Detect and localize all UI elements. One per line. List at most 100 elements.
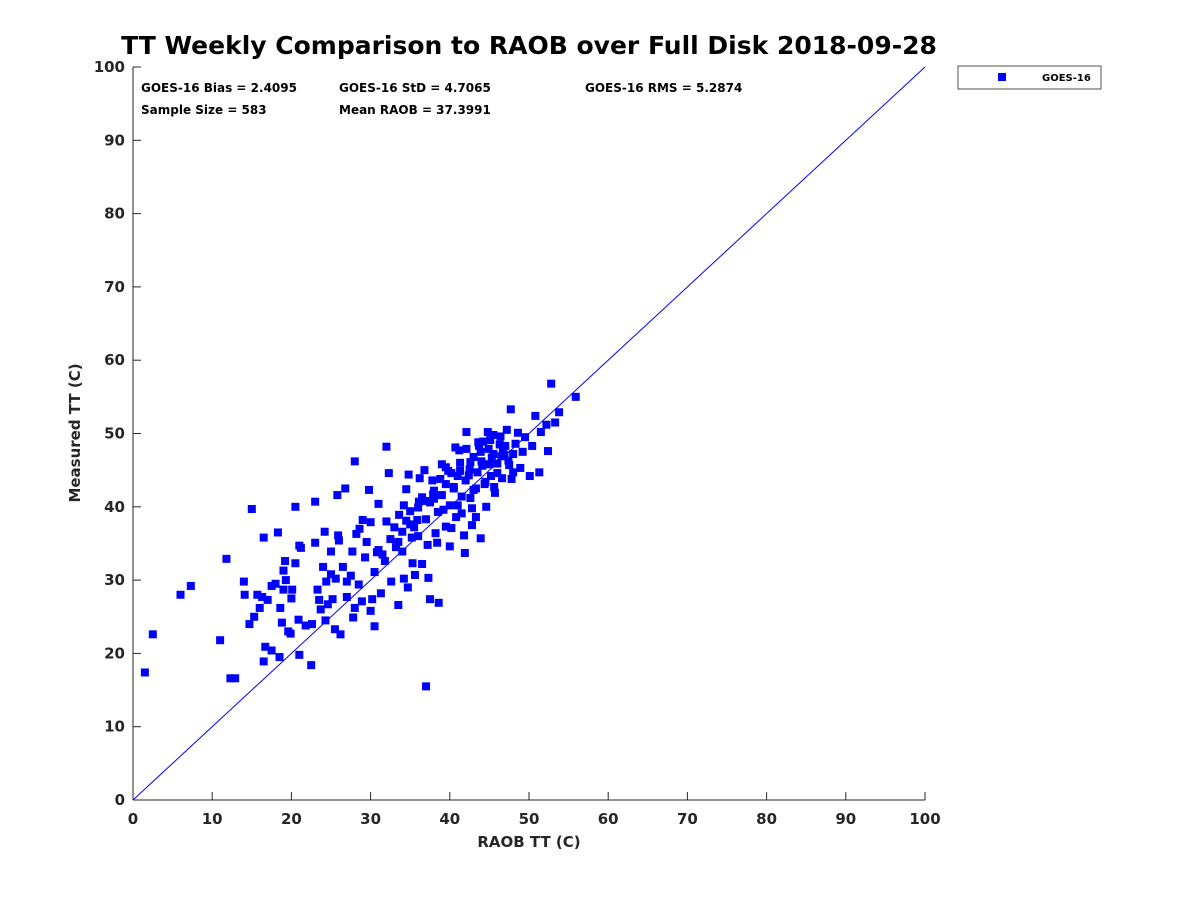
- x-tick-label: 50: [519, 810, 540, 828]
- data-point: [497, 452, 506, 461]
- data-point: [414, 503, 423, 512]
- data-point: [261, 642, 270, 651]
- data-point: [421, 496, 430, 505]
- legend-label-goes-16: GOES-16: [1042, 73, 1091, 84]
- data-point: [513, 428, 522, 437]
- data-point: [258, 592, 267, 601]
- data-point: [422, 682, 431, 691]
- data-point: [273, 528, 282, 537]
- data-point: [410, 523, 419, 532]
- data-point: [486, 436, 495, 445]
- data-point: [148, 630, 157, 639]
- data-point: [311, 538, 320, 547]
- plot-area: 0 10 20 30 40 50 60 70 80 90 100 0 10 20 30 40 50 60 70 80 9…: [94, 58, 941, 828]
- data-point: [490, 483, 499, 492]
- data-point: [453, 501, 462, 510]
- data-point: [456, 458, 465, 467]
- data-point: [365, 485, 374, 494]
- data-point: [505, 461, 514, 470]
- data-point: [402, 485, 411, 494]
- data-point: [509, 450, 518, 459]
- data-point: [336, 630, 345, 639]
- data-point: [313, 585, 322, 594]
- data-point: [307, 620, 316, 629]
- data-point: [445, 542, 454, 551]
- data-point: [493, 469, 502, 478]
- data-point: [301, 621, 310, 630]
- data-point: [482, 502, 491, 511]
- data-point: [414, 532, 423, 541]
- data-point: [413, 515, 422, 524]
- data-point: [295, 650, 304, 659]
- data-point: [349, 613, 358, 622]
- data-point: [341, 484, 350, 493]
- data-point: [380, 557, 389, 566]
- x-tick-label: 90: [835, 810, 856, 828]
- data-point: [395, 510, 404, 519]
- data-point: [346, 571, 355, 580]
- data-point: [414, 497, 423, 506]
- x-axis-label: RAOB TT (C): [477, 833, 580, 851]
- data-point: [481, 477, 490, 486]
- data-point: [386, 535, 395, 544]
- data-point: [484, 444, 493, 453]
- data-point: [433, 538, 442, 547]
- data-point: [516, 463, 525, 472]
- data-point: [426, 595, 434, 604]
- data-point: [436, 474, 445, 483]
- data-point: [382, 517, 391, 526]
- data-point: [469, 485, 478, 494]
- data-point: [475, 441, 484, 450]
- data-point: [571, 392, 580, 401]
- data-point: [404, 470, 413, 479]
- data-point: [462, 428, 471, 437]
- x-tick-label: 0: [128, 810, 138, 828]
- data-point: [311, 497, 320, 506]
- y-tick-label: 60: [104, 351, 125, 369]
- data-point: [457, 509, 466, 518]
- data-point: [240, 590, 249, 599]
- data-point: [555, 408, 564, 417]
- data-point: [338, 562, 347, 571]
- data-point: [323, 600, 332, 609]
- data-point: [352, 529, 361, 538]
- data-point: [415, 474, 424, 483]
- data-point: [399, 501, 408, 510]
- data-point: [330, 625, 339, 634]
- data-point: [476, 534, 485, 543]
- data-point: [434, 598, 443, 607]
- data-point: [428, 476, 437, 485]
- data-point: [398, 547, 407, 556]
- data-point: [296, 543, 305, 552]
- data-point: [486, 472, 495, 481]
- data-point: [348, 547, 357, 556]
- data-point: [350, 603, 359, 612]
- data-point: [466, 458, 475, 467]
- data-point: [506, 405, 515, 414]
- statistics-annotations: GOES-16 Bias = 2.4095 GOES-16 StD = 4.706…: [141, 81, 742, 117]
- x-tick-label: 40: [439, 810, 460, 828]
- x-tick-label: 70: [677, 810, 698, 828]
- data-point: [186, 581, 195, 590]
- data-point: [271, 579, 280, 588]
- y-tick-label: 70: [104, 278, 125, 296]
- data-point: [461, 476, 470, 485]
- data-point: [366, 606, 375, 615]
- data-point: [420, 466, 429, 475]
- data-point: [485, 460, 494, 469]
- data-point: [263, 595, 272, 604]
- data-point: [394, 537, 403, 546]
- chart-title: TT Weekly Comparison to RAOB over Full D…: [121, 31, 937, 60]
- data-point: [452, 513, 461, 522]
- data-point: [334, 531, 343, 540]
- data-point: [279, 585, 288, 594]
- x-tick-label: 10: [202, 810, 223, 828]
- legend-marker-goes-16: [998, 73, 1006, 81]
- data-point: [493, 459, 502, 468]
- data-point: [291, 559, 300, 568]
- y-tick-label: 20: [104, 644, 125, 662]
- data-point: [333, 491, 342, 500]
- data-point: [370, 568, 379, 577]
- series-goes-16: [140, 379, 580, 691]
- data-point: [250, 612, 259, 621]
